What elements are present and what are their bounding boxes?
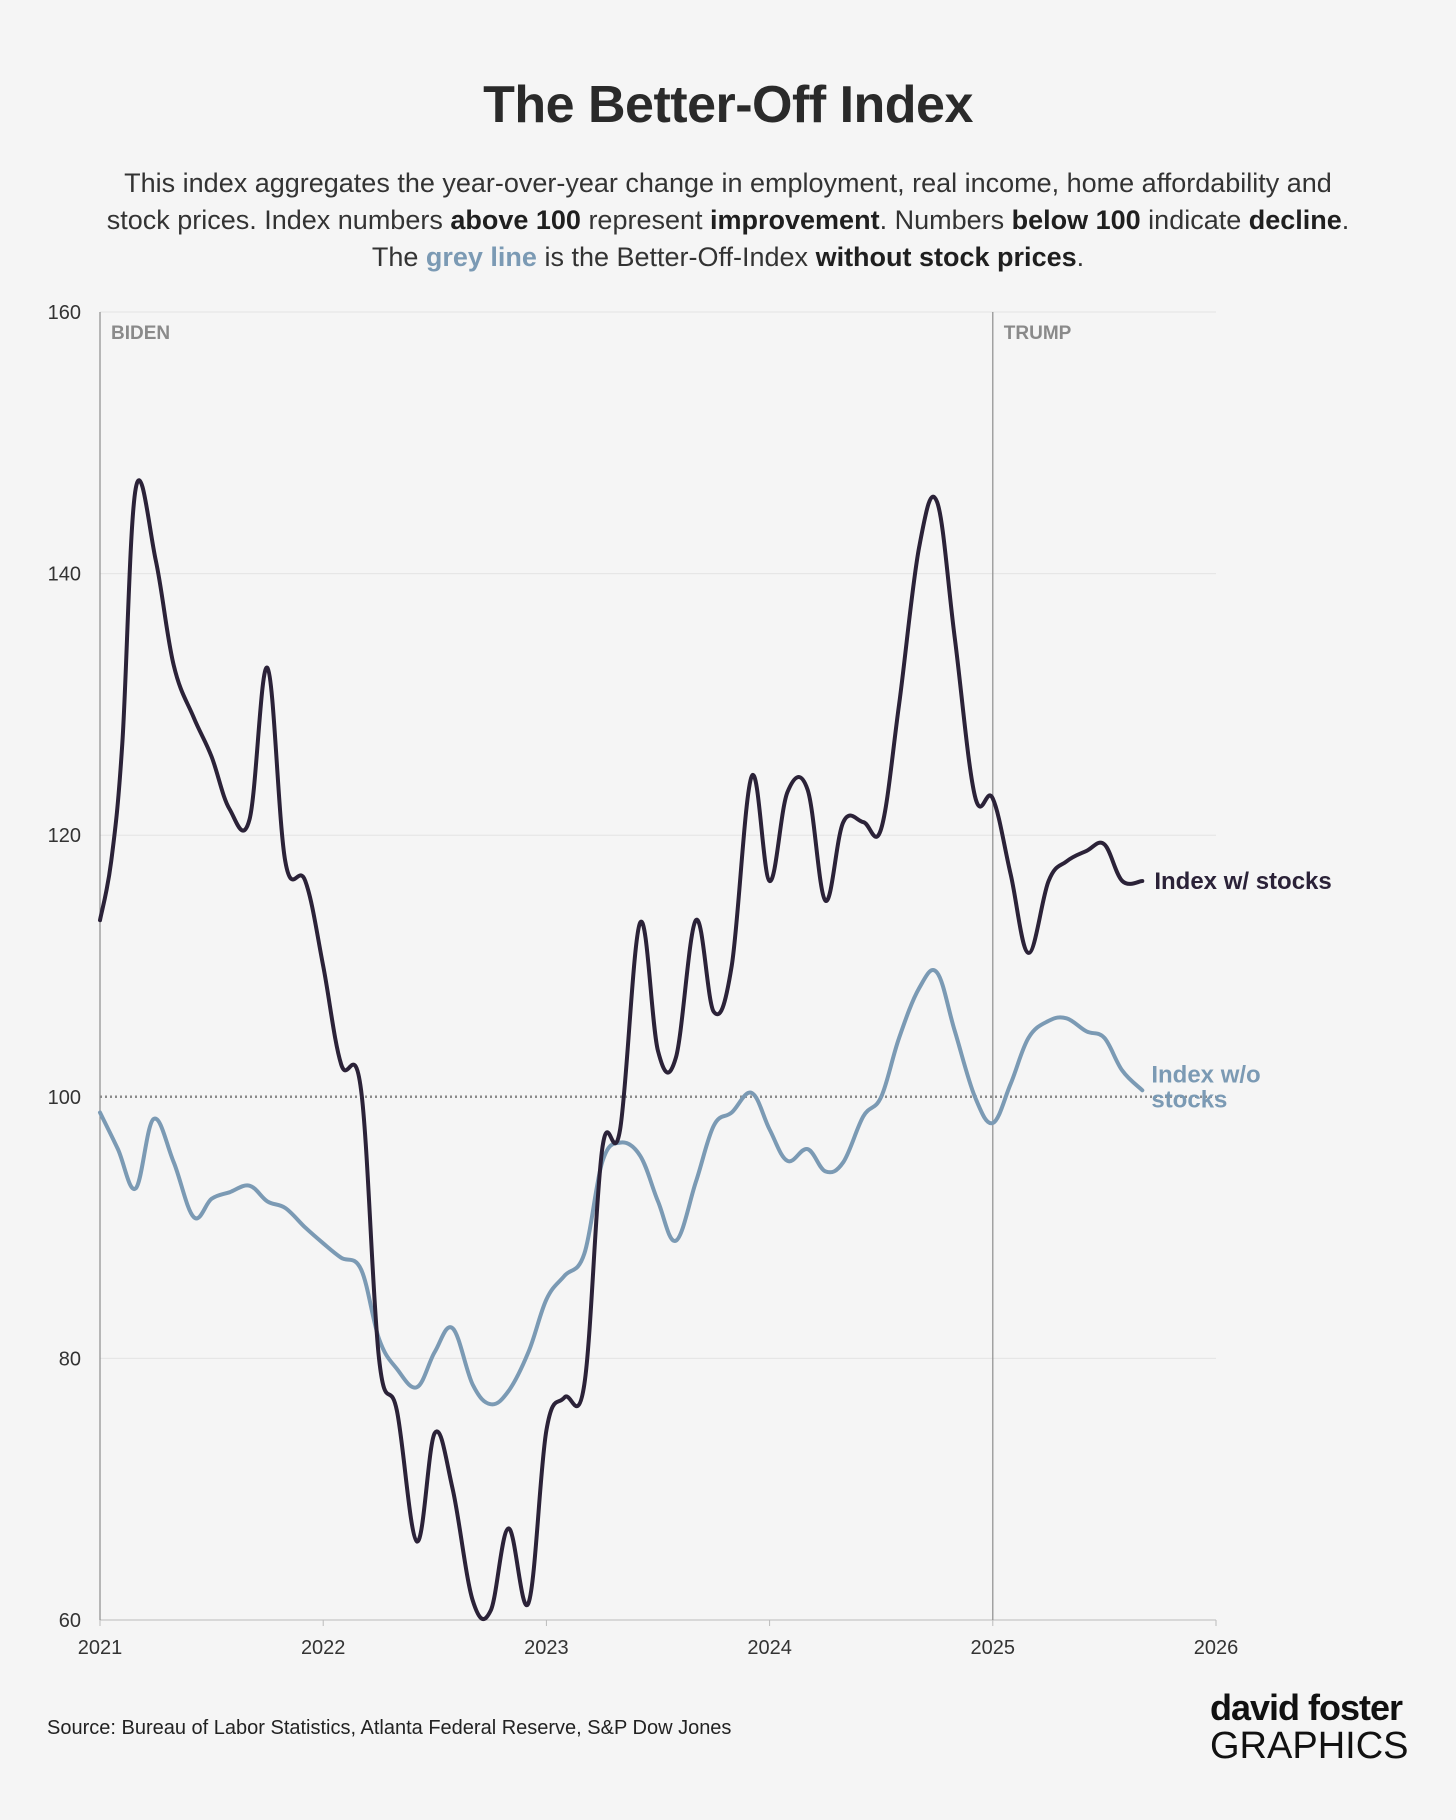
brand-logo: david foster GRAPHICS: [1210, 1687, 1410, 1767]
x-tick-label: 2023: [524, 1637, 569, 1659]
subtitle-line-3: The grey line is the Better-Off-Index wi…: [40, 239, 1416, 276]
subtitle-text: stock prices. Index numbers: [106, 205, 451, 235]
era-label: BIDEN: [111, 323, 170, 344]
era-label: TRUMP: [1004, 323, 1072, 344]
logo-line-1: david foster: [1210, 1687, 1403, 1728]
page-title: The Better-Off Index: [483, 76, 973, 134]
subtitle-emphasis: improvement: [710, 205, 880, 235]
subtitle-text: .: [1341, 205, 1350, 235]
series-line-without-stocks: [98, 968, 1145, 1407]
subtitle-text: .: [1076, 242, 1085, 272]
logo-line-2: GRAPHICS: [1210, 1725, 1409, 1767]
y-tick-label: 80: [59, 1348, 81, 1370]
x-tick-label: 2024: [747, 1637, 792, 1659]
subtitle-text: represent: [580, 205, 711, 235]
series-line-with-stocks: [98, 478, 1145, 1621]
x-tick-label: 2025: [971, 1637, 1016, 1659]
y-tick-label: 120: [48, 825, 81, 847]
y-tick-label: 160: [48, 302, 81, 324]
subtitle-emphasis: above 100: [450, 205, 581, 235]
source-note: Source: Bureau of Labor Statistics, Atla…: [47, 1717, 732, 1739]
y-tick-label: 60: [59, 1610, 81, 1632]
line-chart: 60 80 100 120 140 160 2021 2022 2023 2024 2025 2026…: [48, 302, 1332, 1659]
series-label-without-stocks: Index w/o stocks: [1151, 1061, 1260, 1113]
x-tick-label: 2026: [1194, 1637, 1239, 1659]
subtitle-emphasis: below 100: [1011, 205, 1141, 235]
y-tick-label: 140: [48, 564, 81, 586]
x-tick-label: 2021: [78, 1637, 123, 1659]
subtitle-line-1: This index aggregates the year-over-year…: [124, 168, 1332, 198]
subtitle-grey-line-highlight: grey line: [425, 242, 537, 272]
y-tick-label: 100: [48, 1087, 81, 1109]
subtitle-emphasis: without stock prices: [815, 242, 1077, 272]
subtitle-text: is the Better-Off-Index: [536, 242, 816, 272]
subtitle-text: indicate: [1140, 205, 1249, 235]
series-label-with-stocks: Index w/ stocks: [1154, 868, 1331, 895]
chart-subtitle: This index aggregates the year-over-year…: [40, 165, 1416, 276]
subtitle-line-2: stock prices. Index numbers above 100 re…: [40, 202, 1416, 239]
subtitle-emphasis: decline: [1248, 205, 1342, 235]
subtitle-text: . Numbers: [879, 205, 1012, 235]
subtitle-text: The: [371, 242, 426, 272]
x-tick-label: 2022: [301, 1637, 346, 1659]
